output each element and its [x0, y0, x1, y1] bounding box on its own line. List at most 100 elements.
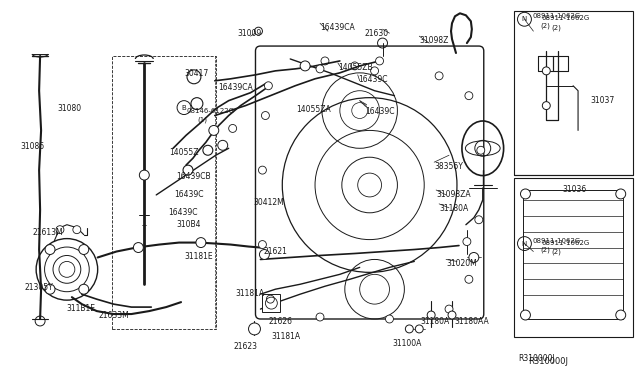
Text: 30412M: 30412M [253, 198, 284, 207]
Text: 16439CA: 16439CA [218, 83, 253, 92]
Bar [513, 178, 633, 337]
Text: 21305Y: 21305Y [24, 283, 53, 292]
Circle shape [259, 250, 269, 259]
Circle shape [405, 325, 413, 333]
Circle shape [300, 61, 310, 71]
Text: 38356Y: 38356Y [434, 162, 463, 171]
Text: 16439CB: 16439CB [176, 172, 211, 181]
Circle shape [56, 226, 64, 234]
Circle shape [463, 238, 471, 246]
Text: 21621: 21621 [264, 247, 287, 256]
Text: 08146-6122G: 08146-6122G [186, 108, 234, 113]
Text: 31036: 31036 [562, 185, 586, 194]
Bar [111, 56, 216, 329]
Circle shape [45, 284, 55, 294]
Circle shape [475, 216, 483, 224]
Text: 31181A: 31181A [236, 289, 265, 298]
Text: 14055ZA: 14055ZA [296, 105, 331, 113]
Text: 21626: 21626 [268, 317, 292, 326]
Text: 08911-1062G: 08911-1062G [541, 240, 589, 246]
Text: 31181A: 31181A [271, 332, 301, 341]
Circle shape [53, 256, 81, 283]
Text: 31009: 31009 [237, 29, 262, 38]
Text: B: B [182, 105, 186, 110]
Text: 31020M: 31020M [446, 259, 477, 269]
Text: (2): (2) [540, 22, 550, 29]
Circle shape [477, 146, 484, 154]
Circle shape [469, 253, 479, 262]
Circle shape [79, 244, 89, 254]
Circle shape [133, 243, 143, 253]
Text: 14055ZB: 14055ZB [338, 63, 372, 72]
Circle shape [248, 323, 260, 335]
Text: 31086: 31086 [20, 142, 44, 151]
Text: 31181E: 31181E [184, 251, 212, 260]
Circle shape [196, 238, 206, 247]
Text: 30417: 30417 [184, 69, 208, 78]
Text: 16439C: 16439C [358, 75, 387, 84]
Text: 08911-1062G: 08911-1062G [532, 238, 580, 244]
Circle shape [415, 325, 423, 333]
Text: (2): (2) [551, 248, 561, 255]
Text: 16439C: 16439C [365, 107, 395, 116]
Text: 21623: 21623 [234, 342, 258, 351]
Text: (2): (2) [551, 24, 561, 31]
Circle shape [191, 98, 203, 110]
Circle shape [445, 305, 453, 313]
Circle shape [385, 315, 394, 323]
Circle shape [616, 189, 626, 199]
Text: 31180A: 31180A [439, 204, 468, 213]
Circle shape [259, 166, 266, 174]
Bar [262, 294, 280, 312]
Circle shape [140, 170, 149, 180]
Bar [524, 190, 623, 319]
Circle shape [542, 102, 550, 110]
Text: 16439C: 16439C [168, 208, 198, 217]
Circle shape [45, 244, 55, 254]
Text: 14055Z: 14055Z [169, 148, 198, 157]
Text: 16439C: 16439C [174, 190, 204, 199]
Text: 21630: 21630 [365, 29, 388, 38]
Circle shape [520, 189, 531, 199]
Text: 31037: 31037 [590, 96, 614, 105]
Circle shape [187, 70, 201, 84]
Text: N: N [522, 241, 527, 247]
Circle shape [255, 27, 262, 35]
Circle shape [376, 57, 383, 65]
Circle shape [259, 241, 266, 248]
Text: R310000J: R310000J [518, 354, 556, 363]
Text: (2): (2) [540, 247, 550, 253]
Circle shape [209, 125, 219, 135]
Text: 31100A: 31100A [392, 339, 422, 348]
Text: 310B4: 310B4 [176, 220, 200, 229]
Circle shape [316, 65, 324, 73]
Circle shape [616, 310, 626, 320]
Text: 31098Z: 31098Z [419, 36, 449, 45]
Circle shape [183, 165, 193, 175]
Circle shape [435, 72, 443, 80]
Circle shape [448, 311, 456, 319]
Text: N: N [522, 16, 527, 22]
Circle shape [203, 145, 213, 155]
Circle shape [264, 82, 273, 90]
Text: 31080: 31080 [57, 104, 81, 113]
Text: 21633M: 21633M [99, 311, 129, 320]
Circle shape [520, 310, 531, 320]
Bar [513, 11, 633, 175]
Text: 31180A: 31180A [420, 317, 449, 326]
Circle shape [79, 284, 89, 294]
Text: 21613M: 21613M [32, 228, 63, 237]
Text: 08911-1062G: 08911-1062G [532, 13, 580, 19]
Circle shape [218, 140, 228, 150]
Text: (1): (1) [197, 116, 207, 123]
Circle shape [266, 295, 275, 303]
Text: 08911-1062G: 08911-1062G [541, 15, 589, 21]
Text: 311B1E: 311B1E [67, 304, 96, 313]
Circle shape [427, 311, 435, 319]
Circle shape [465, 275, 473, 283]
Circle shape [542, 67, 550, 75]
Circle shape [262, 112, 269, 119]
Text: R310000J: R310000J [529, 357, 568, 366]
Circle shape [73, 226, 81, 234]
Text: 16439CA: 16439CA [320, 23, 355, 32]
